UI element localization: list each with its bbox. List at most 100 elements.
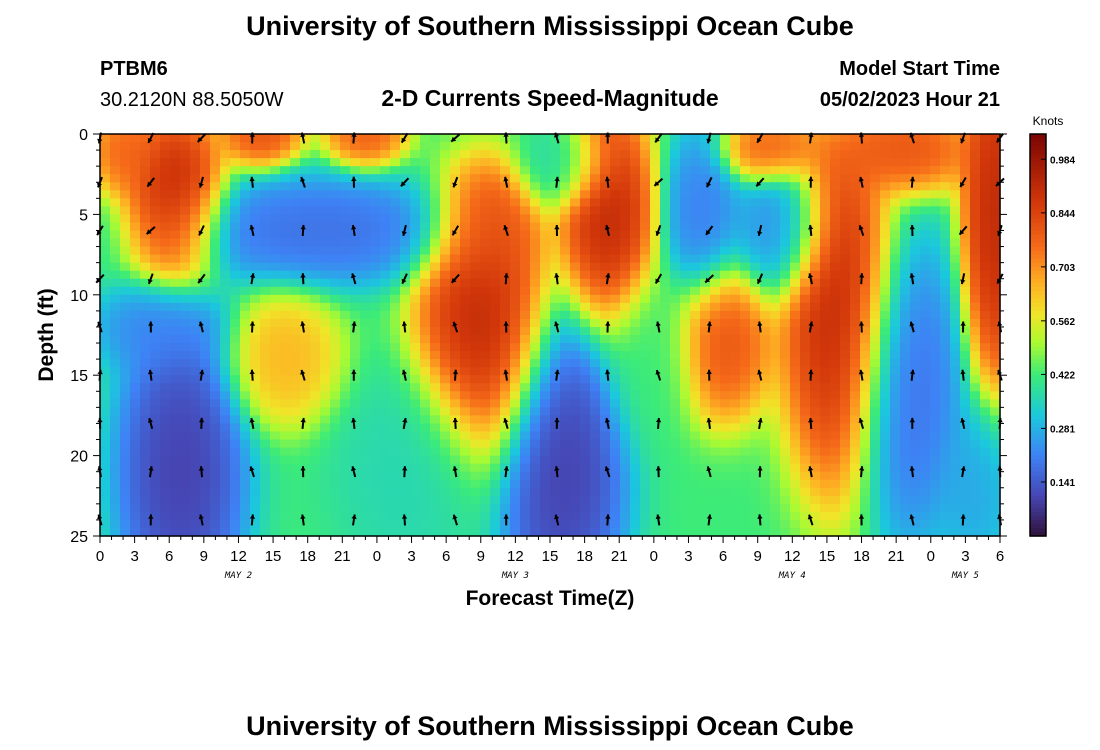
heatmap-cell xyxy=(160,310,171,320)
heatmap-cell xyxy=(150,302,161,312)
heatmap-cell xyxy=(210,182,221,191)
heatmap-cell xyxy=(500,206,511,215)
current-vector xyxy=(503,321,509,333)
heatmap-cell xyxy=(160,495,171,505)
heatmap-cell xyxy=(550,519,561,529)
heatmap-cell xyxy=(520,375,531,384)
current-vector xyxy=(554,417,560,429)
heatmap-cell xyxy=(500,335,511,344)
heatmap-cell xyxy=(610,254,621,264)
heatmap-cell xyxy=(350,527,361,537)
heatmap-cell xyxy=(700,407,711,416)
heatmap-cell xyxy=(920,527,931,537)
heatmap-cell xyxy=(140,158,151,167)
heatmap-cell xyxy=(840,447,851,457)
x-tick-label: 21 xyxy=(888,548,905,565)
colorbar-segment xyxy=(1030,479,1046,485)
heatmap-cell xyxy=(970,190,981,199)
heatmap-cell xyxy=(840,254,851,264)
heatmap-cell xyxy=(130,198,141,207)
heatmap-cell xyxy=(780,294,791,304)
x-tick-label: 18 xyxy=(576,548,593,565)
heatmap-cell xyxy=(750,527,761,537)
heatmap-cell xyxy=(530,415,541,425)
heatmap-cell xyxy=(200,214,211,224)
x-tick-label: 18 xyxy=(853,548,870,565)
heatmap-cell xyxy=(820,166,831,175)
heatmap-cell xyxy=(410,495,421,505)
heatmap-cell xyxy=(710,511,721,521)
heatmap-cell xyxy=(870,254,881,264)
colorbar-segment xyxy=(1030,423,1046,429)
heatmap-cell xyxy=(280,343,291,352)
heatmap-cell xyxy=(280,174,291,183)
current-vector xyxy=(808,369,814,381)
colorbar-segment xyxy=(1030,298,1046,304)
current-vector xyxy=(605,321,611,333)
heatmap-cell xyxy=(530,511,541,521)
heatmap-cell xyxy=(920,206,931,215)
colorbar-segment xyxy=(1030,234,1046,240)
heatmap-cell xyxy=(710,335,721,344)
heatmap-cell xyxy=(550,399,561,408)
heatmap-cell xyxy=(280,335,291,344)
heatmap-cell xyxy=(560,519,571,529)
heatmap-cell xyxy=(440,415,451,425)
heatmap-cell xyxy=(900,487,911,497)
heatmap-cell xyxy=(730,391,741,400)
heatmap-cell xyxy=(300,447,311,457)
heatmap-cell xyxy=(320,254,331,264)
heatmap-cell xyxy=(700,471,711,481)
heatmap-cell xyxy=(530,439,541,449)
heatmap-cell xyxy=(930,487,941,497)
heatmap-cell xyxy=(670,214,681,224)
heatmap-cell xyxy=(540,479,551,489)
heatmap-cell xyxy=(770,519,781,529)
heatmap-cell xyxy=(790,174,801,183)
heatmap-cell xyxy=(630,150,641,159)
heatmap-cell xyxy=(340,198,351,207)
heatmap-cell xyxy=(510,206,521,215)
current-vector xyxy=(858,514,865,526)
heatmap-cell xyxy=(520,190,531,199)
colorbar-unit: Knots xyxy=(1033,114,1064,128)
heatmap-cell xyxy=(890,415,901,425)
heatmap-cell xyxy=(920,351,931,360)
heatmap-cell xyxy=(350,142,361,151)
heatmap-cell xyxy=(480,391,491,400)
heatmap-cell xyxy=(290,214,301,224)
heatmap-cell xyxy=(880,407,891,416)
heatmap-cell xyxy=(890,527,901,537)
heatmap-cell xyxy=(300,391,311,400)
heatmap-cell xyxy=(470,439,481,449)
heatmap-cell xyxy=(520,367,531,376)
heatmap-cell xyxy=(700,351,711,360)
colorbar-segment xyxy=(1030,511,1046,517)
heatmap-cell xyxy=(970,479,981,489)
heatmap-cell xyxy=(220,519,231,529)
heatmap-cell xyxy=(210,511,221,521)
heatmap-cell xyxy=(200,286,211,296)
heatmap-cell xyxy=(930,278,941,288)
heatmap-cell xyxy=(730,407,741,416)
heatmap-cell xyxy=(980,150,991,159)
heatmap-cell xyxy=(930,214,941,224)
heatmap-cell xyxy=(470,270,481,280)
heatmap-cell xyxy=(160,318,171,328)
heatmap-cell xyxy=(360,278,371,288)
heatmap-cell xyxy=(730,367,741,376)
heatmap-cell xyxy=(540,343,551,352)
heatmap-cell xyxy=(950,399,961,408)
heatmap-cell xyxy=(310,246,321,256)
heatmap-cell xyxy=(220,503,231,513)
heatmap-cell xyxy=(510,367,521,376)
heatmap-cell xyxy=(770,399,781,408)
heatmap-cell xyxy=(240,262,251,272)
heatmap-cell xyxy=(140,415,151,425)
heatmap-cell xyxy=(420,150,431,159)
heatmap-cell xyxy=(170,439,181,449)
heatmap-cell xyxy=(730,254,741,264)
heatmap-cell xyxy=(320,399,331,408)
heatmap-cell xyxy=(610,487,621,497)
heatmap-cell xyxy=(200,294,211,304)
